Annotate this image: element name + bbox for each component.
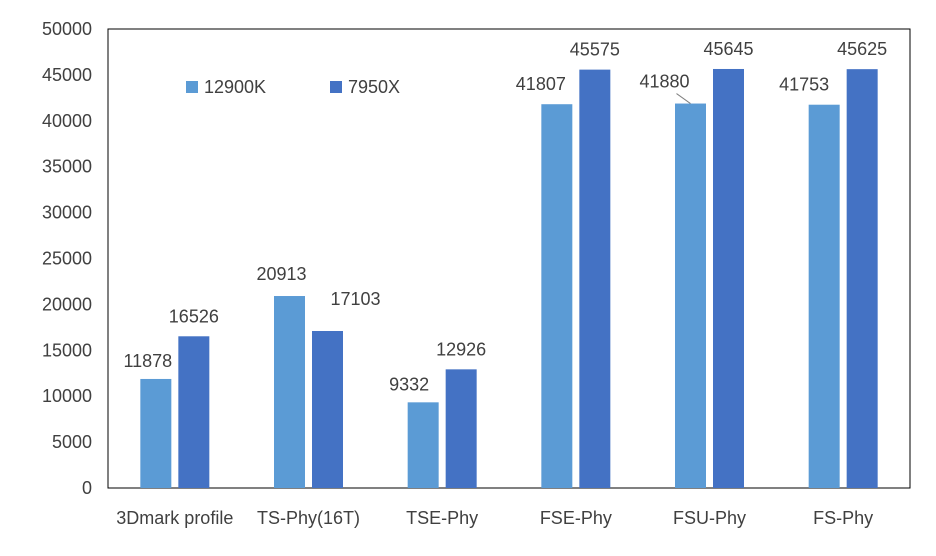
bar-7950x <box>445 369 477 488</box>
x-tick-label: FSU-Phy <box>673 508 746 528</box>
bar-12900k <box>675 103 706 489</box>
bar-12900k <box>140 378 172 488</box>
y-tick-label: 20000 <box>42 294 92 314</box>
bar-12900k <box>274 296 305 488</box>
bar-12900k <box>808 104 840 488</box>
data-label: 16526 <box>169 306 219 326</box>
x-tick-label: FSE-Phy <box>540 508 612 528</box>
bar-7950x <box>713 68 744 489</box>
y-tick-label: 10000 <box>42 386 92 406</box>
y-tick-label: 15000 <box>42 340 92 360</box>
y-tick-label: 0 <box>82 478 92 498</box>
data-label: 41880 <box>639 72 689 92</box>
bar-7950x <box>579 69 611 489</box>
y-tick-label: 45000 <box>42 65 92 85</box>
y-tick-label: 5000 <box>52 432 92 452</box>
x-axis: 3Dmark profile TS-Phy(16T) TSE-Phy FSE-Phy F… <box>116 508 873 528</box>
bar-12900k <box>541 104 573 489</box>
data-label: 45575 <box>570 40 620 60</box>
y-tick-label: 50000 <box>42 19 92 39</box>
y-axis: 0 5000 10000 15000 20000 25000 30000 35000 40000… <box>42 19 92 498</box>
bar-12900k <box>407 402 439 488</box>
plot-area-frame <box>107 28 911 489</box>
bar-7950x <box>312 330 343 488</box>
data-label: 41753 <box>779 75 829 95</box>
x-tick-label: TSE-Phy <box>406 508 478 528</box>
data-label: 17103 <box>330 289 380 309</box>
legend: 12900K 7950X <box>186 77 400 97</box>
bars <box>140 68 878 489</box>
y-tick-label: 25000 <box>42 249 92 269</box>
y-tick-label: 35000 <box>42 157 92 177</box>
leader-line <box>676 93 691 104</box>
data-label: 12926 <box>436 339 486 359</box>
bar-7950x <box>178 336 210 488</box>
data-label: 11878 <box>123 351 172 371</box>
data-label: 41807 <box>516 74 566 94</box>
x-tick-label: 3Dmark profile <box>116 508 233 528</box>
x-tick-label: TS-Phy(16T) <box>257 508 360 528</box>
legend-swatch <box>186 81 198 93</box>
data-label: 20913 <box>256 264 306 284</box>
legend-label: 7950X <box>348 77 400 97</box>
bar-7950x <box>846 69 878 488</box>
legend-swatch <box>330 81 342 93</box>
data-label: 9332 <box>389 374 429 394</box>
legend-label: 12900K <box>204 77 266 97</box>
x-tick-label: FS-Phy <box>813 508 873 528</box>
data-label: 45645 <box>703 39 753 59</box>
data-label: 45625 <box>837 39 887 59</box>
y-tick-label: 40000 <box>42 111 92 131</box>
y-tick-label: 30000 <box>42 203 92 223</box>
